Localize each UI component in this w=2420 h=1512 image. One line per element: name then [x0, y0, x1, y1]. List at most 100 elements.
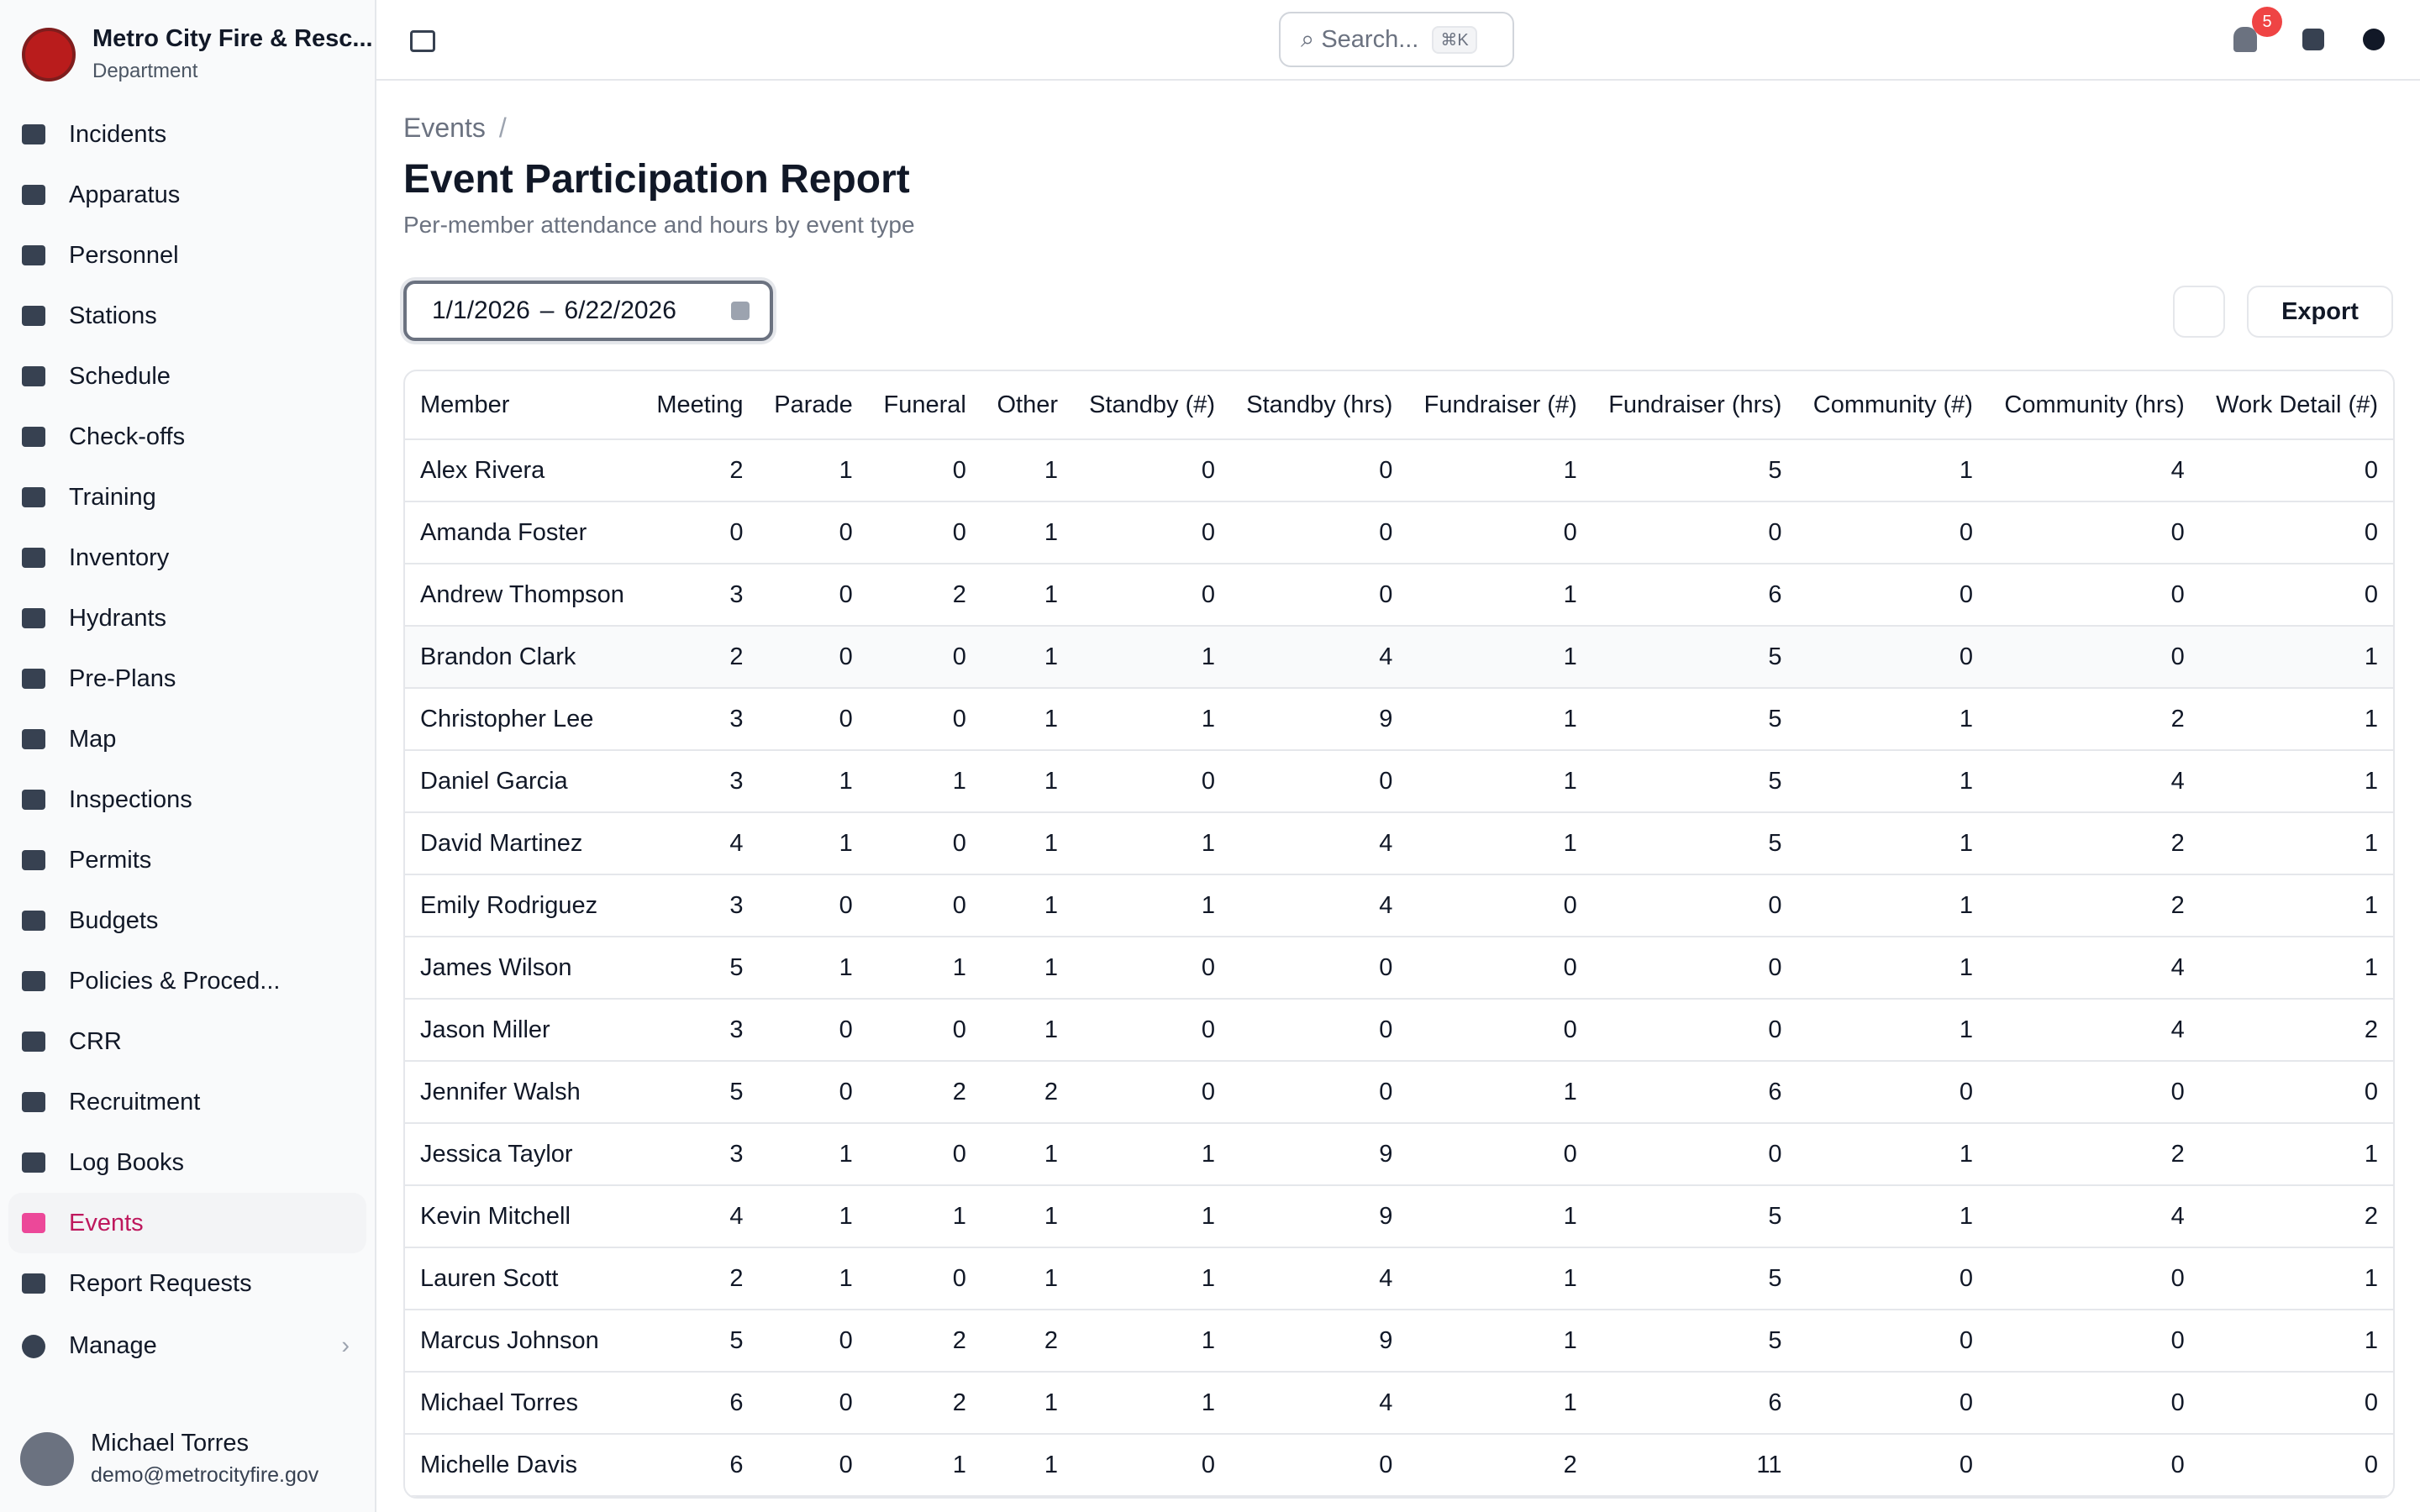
bell[interactable] [2233, 27, 2257, 52]
nav-item[interactable]: Schedule [8, 346, 366, 407]
table-row: Marcus Johnson 5 0 2 2 1 9 1 5 0 0 1 [405, 1310, 2393, 1373]
nav-item[interactable]: Hydrants [8, 588, 366, 648]
nav-label: Hydrants [69, 604, 167, 632]
sidebar-toggle[interactable] [410, 30, 435, 52]
nav-item[interactable]: Policies & Proced... [8, 951, 366, 1011]
export-button[interactable]: Export [2247, 286, 2393, 338]
nav-item[interactable]: Inventory [8, 528, 366, 588]
nav-item[interactable]: Training [8, 467, 366, 528]
copy-button[interactable] [2173, 286, 2225, 338]
nav-item[interactable]: CRR [8, 1011, 366, 1072]
table-row: Alex Rivera 2 1 0 1 0 0 1 5 1 4 0 [405, 439, 2393, 502]
subtitle: Per-member attendance and hours by event… [403, 212, 915, 238]
nav-item[interactable]: Check-offs [8, 407, 366, 467]
column-header: Fundraiser (hrs) [1591, 371, 1797, 440]
logo [22, 28, 76, 81]
nav-item[interactable]: Permits [8, 830, 366, 890]
nav-label: Personnel [69, 241, 179, 269]
nav-icon [22, 1273, 45, 1294]
count-cell: 0 [1073, 439, 1231, 502]
column-header: Standby (#) [1073, 371, 1231, 440]
column-header: Other [981, 371, 1074, 440]
nav-label: Policies & Proced... [69, 967, 281, 995]
nav-item[interactable]: Report Requests [8, 1253, 366, 1314]
nav-item[interactable]: Recruitment [8, 1072, 366, 1132]
count-cell: 2 [867, 564, 981, 627]
count-cell: 0 [1073, 999, 1231, 1062]
nav-item[interactable]: Apparatus [8, 165, 366, 225]
count-cell: 1 [1797, 874, 1988, 937]
count-cell: 5 [640, 937, 759, 1000]
count-cell: 0 [1230, 937, 1408, 1000]
table-row: Kevin Mitchell 4 1 1 1 1 9 1 5 1 4 2 [405, 1185, 2393, 1248]
count-cell: 1 [1407, 626, 1592, 689]
count-cell: 0 [1987, 626, 2200, 689]
settings[interactable] [2302, 29, 2324, 50]
count-cell: 1 [1407, 1247, 1592, 1310]
nav-label: Report Requests [69, 1269, 252, 1297]
search[interactable]: ⌕ Search... ⌘K [1279, 12, 1514, 67]
column-header: Member [405, 371, 641, 440]
count-cell: 1 [1797, 439, 1988, 502]
nav-item[interactable]: Pre-Plans [8, 648, 366, 709]
nav-label: Stations [69, 302, 157, 329]
member-cell: Andrew Thompson [405, 564, 641, 627]
nav-item[interactable]: Incidents [8, 104, 366, 165]
nav-item[interactable]: Map [8, 709, 366, 769]
count-cell: 1 [981, 626, 1074, 689]
count-cell: 1 [867, 937, 981, 1000]
nav-item[interactable]: Budgets [8, 890, 366, 951]
count-cell: 0 [758, 564, 868, 627]
count-cell: 4 [1987, 1185, 2200, 1248]
count-cell: 0 [1407, 501, 1592, 564]
count-cell: 1 [981, 999, 1074, 1062]
breadcrumb-link[interactable]: Events [403, 113, 486, 143]
count-cell: 0 [1797, 501, 1988, 564]
count-cell: 1 [981, 750, 1074, 813]
count-cell: 1 [758, 937, 868, 1000]
org-name: Metro City Fire & Resc... [92, 25, 373, 52]
count-cell: 9 [1230, 1123, 1408, 1186]
count-cell: 1 [1073, 688, 1231, 751]
shortcut: ⌘K [1432, 25, 1477, 54]
user-email: demo@metrocityfire.gov [91, 1463, 319, 1487]
manage[interactable]: Manage › [22, 1332, 350, 1360]
count-cell: 1 [2199, 1123, 2393, 1186]
count-cell: 5 [1591, 1247, 1797, 1310]
table-row: Brandon Clark 2 0 0 1 1 4 1 5 0 0 1 [405, 626, 2393, 689]
theme[interactable] [2363, 29, 2385, 50]
user[interactable]: Michael Torres demo@metrocityfire.gov [20, 1430, 318, 1488]
count-cell: 1 [2199, 1310, 2393, 1373]
nav-label: Pre-Plans [69, 664, 176, 692]
nav: Incidents Apparatus Personnel Stations Sched… [8, 104, 366, 1314]
nav-item[interactable]: Personnel [8, 225, 366, 286]
count-cell: 1 [1073, 626, 1231, 689]
count-cell: 1 [1073, 874, 1231, 937]
nav-item[interactable]: Stations [8, 286, 366, 346]
count-cell: 0 [1797, 1310, 1988, 1373]
member-cell: Amanda Foster [405, 501, 641, 564]
count-cell: 9 [1230, 1185, 1408, 1248]
count-cell: 1 [981, 812, 1074, 875]
count-cell: 0 [1591, 999, 1797, 1062]
count-cell: 0 [758, 1434, 868, 1497]
count-cell: 1 [981, 1372, 1074, 1435]
nav-item[interactable]: Events [8, 1193, 366, 1253]
count-cell: 3 [640, 1123, 759, 1186]
count-cell: 0 [1797, 1247, 1988, 1310]
count-cell: 0 [1987, 1372, 2200, 1435]
count-cell: 0 [1987, 1434, 2200, 1497]
nav-item[interactable]: Inspections [8, 769, 366, 830]
count-cell: 1 [981, 1123, 1074, 1186]
count-cell: 4 [1230, 874, 1408, 937]
count-cell: 1 [758, 439, 868, 502]
nav-item[interactable]: Log Books [8, 1132, 366, 1193]
table-row: Jennifer Walsh 5 0 2 2 0 0 1 6 0 0 0 [405, 1061, 2393, 1124]
table-row: James Wilson 5 1 1 1 0 0 0 0 1 4 1 [405, 937, 2393, 1000]
date-range[interactable]: 1/1/2026–6/22/2026 [403, 281, 773, 341]
column-header: Standby (hrs) [1230, 371, 1408, 440]
count-cell: 1 [1797, 688, 1988, 751]
count-cell: 0 [1230, 501, 1408, 564]
column-header: Community (#) [1797, 371, 1988, 440]
